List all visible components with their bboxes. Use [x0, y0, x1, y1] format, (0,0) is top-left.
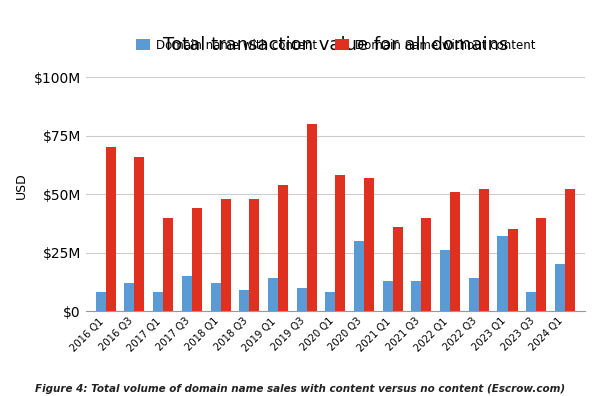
Bar	[96, 293, 106, 311]
Bar	[383, 281, 393, 311]
Bar	[221, 199, 230, 311]
Bar	[278, 185, 288, 311]
Bar	[526, 293, 536, 311]
Bar	[479, 189, 489, 311]
Legend: Domain name with content, Domain name without content: Domain name with content, Domain name wi…	[131, 34, 540, 56]
Bar	[421, 217, 431, 311]
Title: Total transaction value for all domains: Total transaction value for all domains	[163, 36, 508, 53]
Bar	[555, 265, 565, 311]
Bar	[249, 199, 259, 311]
Bar	[239, 290, 249, 311]
Bar	[508, 229, 518, 311]
Bar	[296, 288, 307, 311]
Text: Figure 4: Total volume of domain name sales with content versus no content (Escr: Figure 4: Total volume of domain name sa…	[35, 384, 565, 394]
Bar	[106, 147, 116, 311]
Bar	[393, 227, 403, 311]
Bar	[153, 293, 163, 311]
Bar	[364, 178, 374, 311]
Bar	[412, 281, 421, 311]
Bar	[124, 283, 134, 311]
Bar	[307, 124, 317, 311]
Bar	[536, 217, 546, 311]
Bar	[134, 157, 145, 311]
Bar	[440, 250, 450, 311]
Bar	[268, 278, 278, 311]
Bar	[325, 293, 335, 311]
Bar	[469, 278, 479, 311]
Bar	[192, 208, 202, 311]
Bar	[182, 276, 192, 311]
Y-axis label: USD: USD	[15, 173, 28, 199]
Bar	[163, 217, 173, 311]
Bar	[450, 192, 460, 311]
Bar	[565, 189, 575, 311]
Bar	[211, 283, 221, 311]
Bar	[335, 175, 346, 311]
Bar	[354, 241, 364, 311]
Bar	[497, 236, 508, 311]
